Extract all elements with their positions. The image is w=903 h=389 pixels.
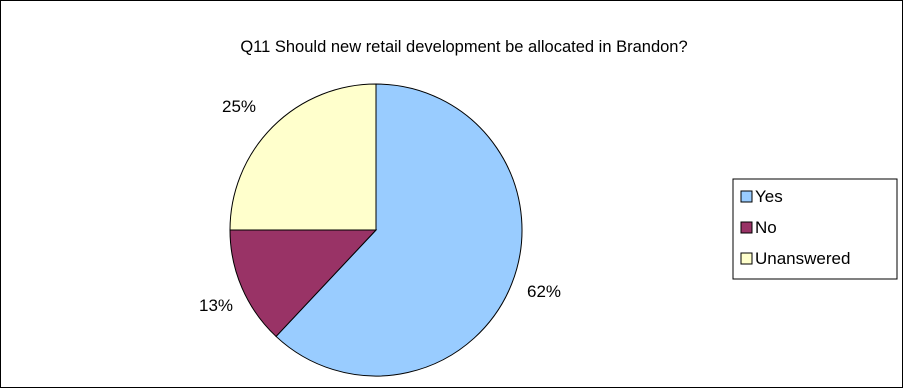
legend-swatch-yes [740, 190, 753, 203]
pie-slice-unanswered [229, 83, 377, 231]
legend-label-unanswered: Unanswered [755, 249, 850, 268]
legend-swatch-unanswered [740, 252, 753, 265]
legend: Yes No Unanswered [732, 178, 898, 280]
pie-slices [229, 83, 523, 377]
pie-slice-yes [275, 83, 523, 377]
slice-label-no: 13% [199, 296, 233, 315]
slice-label-yes: 62% [527, 282, 561, 301]
pie-slice-labels: 62% 13% 25% [199, 97, 561, 315]
slice-label-unanswered: 25% [222, 97, 256, 116]
legend-swatch-no [740, 221, 753, 234]
legend-label-yes: Yes [755, 187, 783, 206]
chart-title: Q11 Should new retail development be all… [240, 38, 687, 56]
pie-slice-no [229, 229, 378, 338]
legend-box [732, 178, 898, 280]
legend-label-no: No [755, 218, 777, 237]
